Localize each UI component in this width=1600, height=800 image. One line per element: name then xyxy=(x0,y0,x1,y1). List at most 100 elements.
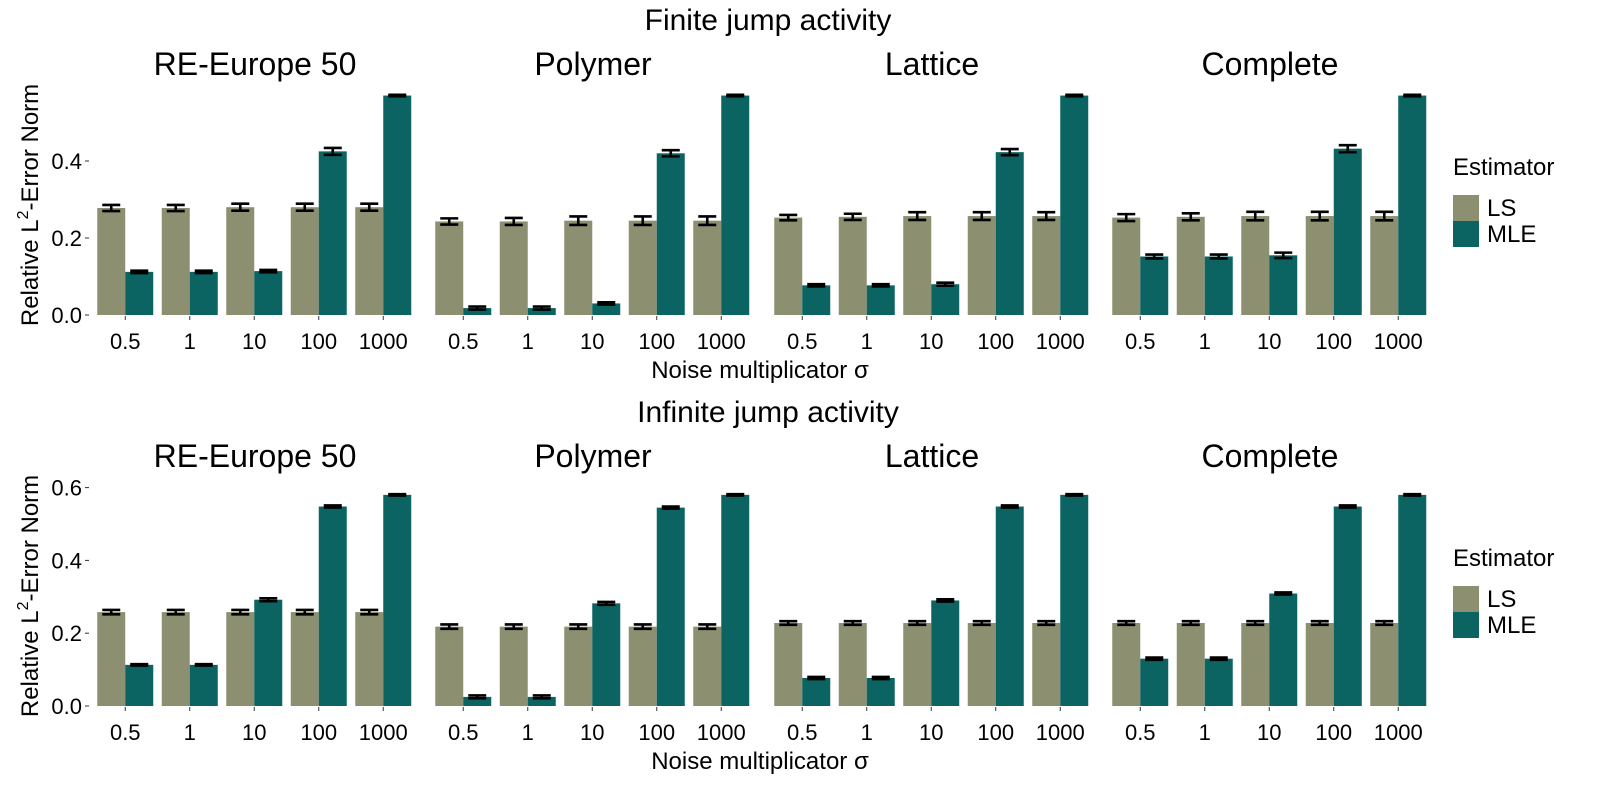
error-bar xyxy=(597,600,616,607)
error-bar xyxy=(1065,93,1084,98)
facet-1: Polymer 0.5 1 10 100 1000 xyxy=(435,46,750,354)
x-tick-label: 1 xyxy=(522,720,534,745)
bar-mle xyxy=(125,664,154,706)
bar-mle xyxy=(995,152,1024,315)
facet-1: Polymer 0.5 1 10 100 1000 xyxy=(435,438,750,745)
error-bar xyxy=(468,305,487,311)
facet-3: Complete 0.5 1 10 100 1000 xyxy=(1112,438,1427,745)
facet-title: Polymer xyxy=(534,46,652,82)
facet-title: Lattice xyxy=(885,438,979,474)
bar-mle xyxy=(1333,506,1362,706)
y-tick-label: 0.0 xyxy=(51,303,82,328)
y-tick-label: 0.2 xyxy=(51,621,82,646)
error-bar xyxy=(130,662,149,667)
error-bar xyxy=(440,217,459,226)
error-bar xyxy=(1181,619,1200,627)
x-tick-label: 1000 xyxy=(1036,720,1085,745)
error-bar xyxy=(843,212,862,222)
x-tick-label: 0.5 xyxy=(787,720,818,745)
error-bar xyxy=(360,202,379,212)
bar-mle xyxy=(383,95,412,315)
error-bar xyxy=(1209,656,1228,662)
bar-ls xyxy=(903,623,932,706)
bar-ls xyxy=(1176,216,1205,315)
x-tick-label: 1 xyxy=(184,329,196,354)
error-bar xyxy=(1000,147,1019,157)
legend-label-mle: MLE xyxy=(1487,221,1536,248)
x-tick-label: 1000 xyxy=(1374,329,1423,354)
y-axis-label-text: Relative L xyxy=(17,219,44,326)
error-bar xyxy=(1274,251,1293,260)
bar-mle xyxy=(1269,593,1298,706)
bar-ls xyxy=(774,623,803,706)
bar-ls xyxy=(355,207,384,315)
error-bar xyxy=(698,623,717,631)
error-bar xyxy=(360,608,379,616)
bar-ls xyxy=(161,207,190,315)
facet-title: RE-Europe 50 xyxy=(154,46,357,82)
error-bar xyxy=(102,608,121,616)
chart-panel-0: Finite jump activity Relative L2-Error No… xyxy=(15,4,1554,384)
bar-ls xyxy=(97,207,126,315)
y-axis-label: Relative L2-Error Norm xyxy=(15,84,44,326)
bar-ls xyxy=(693,220,722,315)
bar-ls xyxy=(290,612,319,706)
error-bar xyxy=(908,210,927,222)
error-bar xyxy=(1375,210,1394,222)
bar-ls xyxy=(967,623,996,706)
x-tick-label: 0.5 xyxy=(110,720,141,745)
error-bar xyxy=(1310,619,1329,627)
chart-title: Infinite jump activity xyxy=(637,396,899,429)
bar-ls xyxy=(226,612,255,706)
x-tick-label: 100 xyxy=(638,329,675,354)
facet-3: Complete 0.5 1 10 100 1000 xyxy=(1112,46,1427,354)
facet-title: Complete xyxy=(1202,438,1339,474)
bar-mle xyxy=(931,284,960,315)
facet-2: Lattice 0.5 1 10 100 1000 xyxy=(774,46,1089,354)
x-tick-label: 0.5 xyxy=(448,329,479,354)
y-tick-label: 0.2 xyxy=(51,226,82,251)
bar-ls xyxy=(838,216,867,315)
bar-ls xyxy=(435,626,464,706)
x-tick-label: 10 xyxy=(580,720,604,745)
error-bar xyxy=(504,216,523,227)
bar-ls xyxy=(1370,623,1399,706)
error-bar xyxy=(597,300,616,306)
error-bar xyxy=(166,203,185,213)
bar-ls xyxy=(1241,216,1270,315)
bar-mle xyxy=(254,599,283,706)
bar-mle xyxy=(1398,95,1427,315)
x-tick-label: 10 xyxy=(1257,720,1281,745)
bar-mle xyxy=(592,603,621,706)
bar-mle xyxy=(189,664,218,706)
legend-swatch-ls xyxy=(1453,195,1479,221)
error-bar xyxy=(1403,93,1422,98)
bar-ls xyxy=(499,626,528,706)
error-bar xyxy=(936,598,955,603)
bar-mle xyxy=(995,506,1024,706)
legend-swatch-mle xyxy=(1453,221,1479,247)
error-bar xyxy=(166,608,185,616)
error-bar xyxy=(569,215,588,227)
bar-mle xyxy=(802,285,831,315)
x-tick-label: 10 xyxy=(242,329,266,354)
x-tick-label: 1000 xyxy=(359,720,408,745)
x-tick-label: 10 xyxy=(919,329,943,354)
error-bar xyxy=(440,623,459,631)
facet-title: Lattice xyxy=(885,46,979,82)
chart-title: Finite jump activity xyxy=(645,4,892,37)
x-tick-label: 10 xyxy=(580,329,604,354)
bar-ls xyxy=(1032,216,1061,315)
error-bar xyxy=(388,492,407,497)
error-bar xyxy=(323,146,342,157)
error-bar xyxy=(779,213,798,222)
facet-0: RE-Europe 50 0.5 1 10 100 1000 xyxy=(97,46,412,354)
error-bar xyxy=(388,93,407,98)
y-axis-label-text: -Error Norm xyxy=(17,84,44,211)
y-axis-label-text: Relative L xyxy=(17,610,44,717)
error-bar xyxy=(259,596,278,603)
error-bar xyxy=(1338,504,1357,509)
bar-ls xyxy=(499,221,528,315)
